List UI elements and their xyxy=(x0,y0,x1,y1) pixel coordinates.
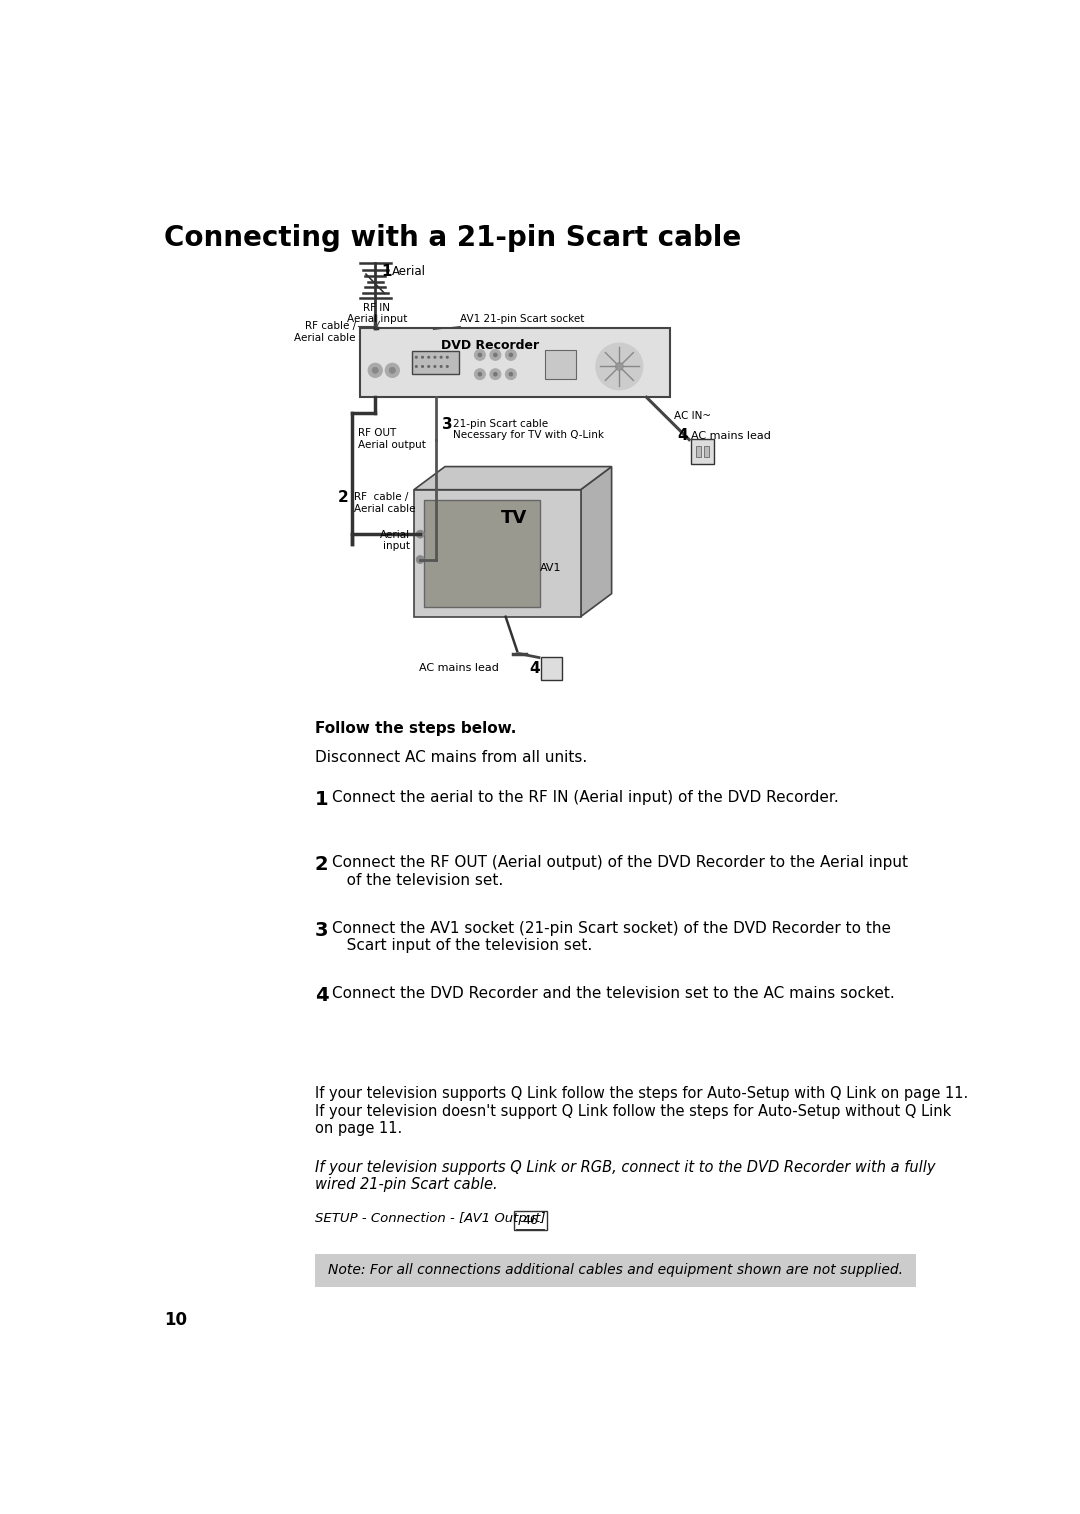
Text: 3: 3 xyxy=(314,921,328,940)
Circle shape xyxy=(421,356,424,359)
Text: Connect the DVD Recorder and the television set to the AC mains socket.: Connect the DVD Recorder and the televis… xyxy=(332,986,894,1001)
Text: AC IN~: AC IN~ xyxy=(674,412,711,421)
FancyBboxPatch shape xyxy=(424,500,540,607)
Text: Connect the aerial to the RF IN (Aerial input) of the DVD Recorder.: Connect the aerial to the RF IN (Aerial … xyxy=(332,790,838,805)
Circle shape xyxy=(416,530,424,537)
Circle shape xyxy=(505,350,516,360)
Circle shape xyxy=(415,356,418,359)
Polygon shape xyxy=(414,466,611,489)
Text: 2: 2 xyxy=(337,491,348,504)
Circle shape xyxy=(373,368,378,374)
Text: 4: 4 xyxy=(314,986,328,1005)
Circle shape xyxy=(446,365,449,368)
Circle shape xyxy=(477,372,482,377)
Text: RF IN
Aerial input: RF IN Aerial input xyxy=(347,303,407,324)
Text: SETUP - Connection - [AV1 Output]: SETUP - Connection - [AV1 Output] xyxy=(314,1211,545,1225)
Circle shape xyxy=(433,365,436,368)
Circle shape xyxy=(616,363,623,371)
Text: AC mains lead: AC mains lead xyxy=(691,431,771,441)
Circle shape xyxy=(596,344,643,389)
Circle shape xyxy=(474,350,485,360)
FancyBboxPatch shape xyxy=(545,350,576,378)
FancyBboxPatch shape xyxy=(413,351,459,374)
Circle shape xyxy=(440,356,443,359)
Text: Disconnect AC mains from all units.: Disconnect AC mains from all units. xyxy=(314,749,588,765)
FancyBboxPatch shape xyxy=(691,439,714,463)
Text: 2: 2 xyxy=(314,855,328,875)
Text: If your television supports Q Link or RGB, connect it to the DVD Recorder with a: If your television supports Q Link or RG… xyxy=(314,1160,935,1192)
Circle shape xyxy=(415,365,418,368)
FancyBboxPatch shape xyxy=(314,1254,916,1287)
Text: 4: 4 xyxy=(530,660,540,675)
Text: RF cable /
Aerial cable: RF cable / Aerial cable xyxy=(295,321,356,342)
Text: 3: 3 xyxy=(442,416,453,431)
FancyBboxPatch shape xyxy=(360,329,670,397)
Text: 10: 10 xyxy=(164,1311,188,1329)
Text: Note: For all connections additional cables and equipment shown are not supplied: Note: For all connections additional cab… xyxy=(328,1264,903,1278)
Text: AC mains lead: AC mains lead xyxy=(419,663,499,674)
Circle shape xyxy=(446,356,449,359)
Text: Aerial
input: Aerial input xyxy=(380,530,410,551)
Text: AV1: AV1 xyxy=(540,563,562,574)
Circle shape xyxy=(440,365,443,368)
Text: TV: TV xyxy=(501,509,527,527)
Circle shape xyxy=(416,556,424,563)
Text: DVD Recorder: DVD Recorder xyxy=(441,339,539,351)
Circle shape xyxy=(389,368,395,374)
Circle shape xyxy=(421,365,424,368)
Circle shape xyxy=(428,356,430,359)
FancyBboxPatch shape xyxy=(704,445,708,457)
Circle shape xyxy=(477,353,482,357)
Text: RF  cable /
Aerial cable: RF cable / Aerial cable xyxy=(354,492,416,513)
Circle shape xyxy=(494,372,498,377)
Text: 46: 46 xyxy=(523,1214,538,1226)
FancyBboxPatch shape xyxy=(697,445,701,457)
FancyBboxPatch shape xyxy=(414,489,581,616)
Text: Connect the AV1 socket (21-pin Scart socket) of the DVD Recorder to the
   Scart: Connect the AV1 socket (21-pin Scart soc… xyxy=(332,921,891,954)
Circle shape xyxy=(509,353,513,357)
Text: 1: 1 xyxy=(314,790,328,808)
Circle shape xyxy=(490,369,501,380)
Text: If your television supports Q Link follow the steps for Auto-Setup with Q Link o: If your television supports Q Link follo… xyxy=(314,1087,968,1136)
FancyBboxPatch shape xyxy=(540,657,563,680)
Circle shape xyxy=(505,369,516,380)
Text: AV1 21-pin Scart socket: AV1 21-pin Scart socket xyxy=(460,313,585,324)
Text: 21-pin Scart cable
Necessary for TV with Q-Link: 21-pin Scart cable Necessary for TV with… xyxy=(453,419,604,441)
Circle shape xyxy=(509,372,513,377)
Circle shape xyxy=(474,369,485,380)
Text: Follow the steps below.: Follow the steps below. xyxy=(314,721,516,736)
Circle shape xyxy=(494,353,498,357)
Text: Aerial: Aerial xyxy=(392,265,427,279)
Polygon shape xyxy=(581,466,611,616)
Circle shape xyxy=(490,350,501,360)
FancyBboxPatch shape xyxy=(514,1211,546,1229)
Text: 4: 4 xyxy=(677,428,688,444)
Circle shape xyxy=(433,356,436,359)
Circle shape xyxy=(368,363,382,377)
Text: Connect the RF OUT (Aerial output) of the DVD Recorder to the Aerial input
   of: Connect the RF OUT (Aerial output) of th… xyxy=(332,855,908,887)
Circle shape xyxy=(428,365,430,368)
Text: Connecting with a 21-pin Scart cable: Connecting with a 21-pin Scart cable xyxy=(164,224,742,251)
Text: RF OUT
Aerial output: RF OUT Aerial output xyxy=(359,428,427,450)
Circle shape xyxy=(386,363,400,377)
Text: 1: 1 xyxy=(381,265,392,279)
